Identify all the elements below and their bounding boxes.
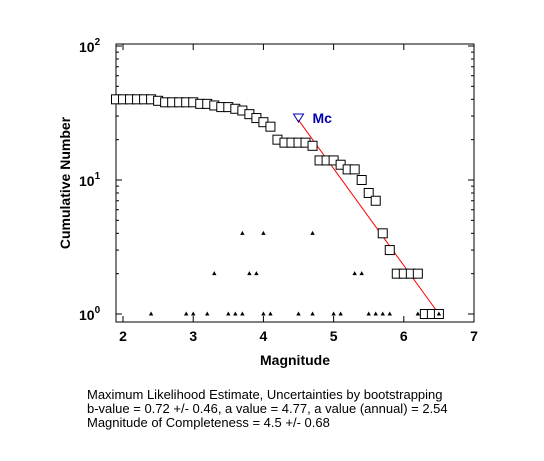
data-point-square — [412, 268, 423, 279]
x-tick-label: 5 — [330, 328, 338, 344]
data-point-triangle — [226, 311, 231, 316]
data-point-square — [265, 121, 276, 132]
data-point-triangle — [233, 311, 238, 316]
marks: Mc — [111, 94, 444, 319]
data-point-square — [356, 175, 367, 185]
data-point-triangle — [205, 311, 210, 316]
x-tick-label: 3 — [189, 328, 197, 344]
data-point-triangle — [436, 311, 442, 316]
x-tick-label: 6 — [400, 328, 408, 344]
y-axis-label: Cumulative Number — [57, 116, 73, 249]
data-point-triangle — [261, 230, 266, 235]
data-point-square — [384, 245, 395, 256]
data-point-triangle — [310, 230, 315, 235]
data-point-square — [363, 187, 374, 198]
data-point-triangle — [331, 311, 336, 316]
data-point-triangle — [366, 311, 371, 316]
mc-label: Mc — [313, 110, 333, 126]
data-point-square — [370, 195, 381, 206]
caption-line-1: Maximum Likelihood Estimate, Uncertainti… — [87, 387, 443, 402]
data-point-triangle — [191, 311, 196, 316]
data-point-square — [377, 228, 388, 239]
y-tick-label: 102 — [79, 37, 101, 55]
data-point-triangle — [268, 311, 273, 316]
data-point-square — [307, 140, 318, 151]
x-axis-label: Magnitude — [260, 352, 330, 368]
data-point-triangle — [261, 311, 266, 316]
data-point-triangle — [240, 230, 245, 235]
plot-frame — [115, 43, 475, 323]
data-point-square — [349, 164, 360, 175]
caption-line-3: Magnitude of Completeness = 4.5 +/- 0.68 — [87, 415, 330, 430]
data-point-triangle — [359, 271, 364, 276]
y-tick-label: 100 — [79, 305, 101, 323]
data-point-triangle — [254, 271, 259, 276]
data-point-triangle — [183, 311, 189, 316]
caption: Maximum Likelihood Estimate, Uncertainti… — [87, 388, 448, 430]
axes: 2 3 4 5 6 7 100 101 102 — [79, 37, 478, 344]
caption-line-2: b-value = 0.72 +/- 0.46, a value = 4.77,… — [87, 401, 448, 416]
data-point-triangle — [247, 271, 252, 276]
data-point-triangle — [373, 311, 378, 316]
x-tick-label: 2 — [119, 328, 127, 344]
data-point-triangle — [240, 311, 245, 316]
y-tick-label: 101 — [79, 171, 101, 189]
x-tick-label: 4 — [260, 328, 268, 344]
data-point-triangle — [415, 311, 421, 316]
data-point-triangle — [212, 271, 217, 276]
data-point-triangle — [338, 311, 343, 316]
chart: 2 3 4 5 6 7 100 101 102 Mc Magnitude Cumulative … — [57, 37, 478, 368]
data-point-triangle — [148, 311, 154, 316]
data-point-triangle — [310, 311, 315, 316]
data-point-triangle — [352, 271, 357, 276]
fit-line — [298, 119, 440, 315]
mc-marker-icon — [292, 113, 305, 123]
data-point-triangle — [296, 311, 301, 316]
x-tick-label: 7 — [470, 328, 478, 344]
data-point-triangle — [387, 311, 392, 316]
data-point-triangle — [380, 311, 385, 316]
